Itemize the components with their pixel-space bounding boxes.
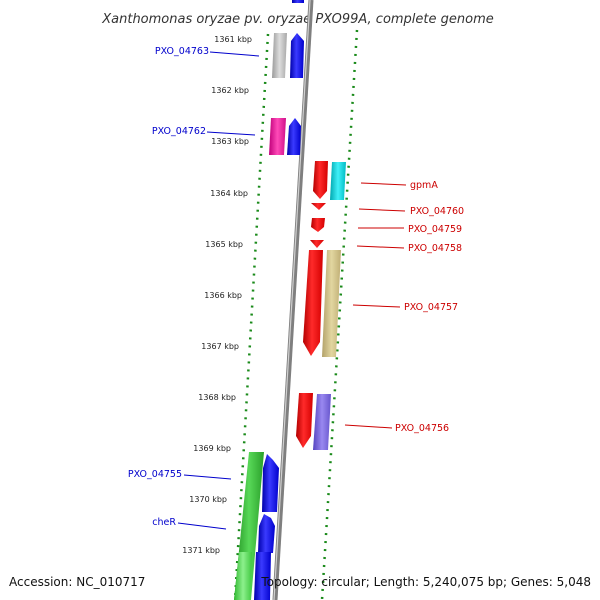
kbp-tick: 1361 kbp (214, 35, 252, 44)
leader-line (352, 304, 401, 308)
label-PXO_04755[interactable]: PXO_04755 (128, 469, 182, 480)
label-gpmA[interactable]: gpmA (410, 180, 438, 191)
kbp-tick: 1370 kbp (189, 495, 227, 504)
leader-line (344, 424, 393, 429)
label-PXO_04763[interactable]: PXO_04763 (155, 46, 209, 57)
label-PXO_04759[interactable]: PXO_04759 (408, 224, 462, 235)
label-PXO_04757[interactable]: PXO_04757 (404, 302, 458, 313)
gene-blue-top (292, 0, 304, 3)
gene-red-04758 (310, 240, 324, 248)
gene-magenta (269, 118, 286, 155)
label-PXO_04758[interactable]: PXO_04758 (408, 243, 462, 254)
kbp-tick: 1366 kbp (204, 291, 242, 300)
leader-line (358, 208, 406, 212)
kbp-tick: 1362 kbp (211, 86, 249, 95)
kbp-tick: 1368 kbp (198, 393, 236, 402)
kbp-tick: 1363 kbp (211, 137, 249, 146)
left-labels: PXO_04763 PXO_04762 PXO_04755 cheR (128, 46, 260, 530)
gene-red-04759 (311, 218, 325, 232)
gene-gray (272, 33, 287, 78)
gene-cyan (330, 162, 346, 200)
label-PXO_04762[interactable]: PXO_04762 (152, 126, 206, 137)
gene-purple (313, 394, 331, 450)
label-cheR[interactable]: cheR (152, 517, 176, 528)
kbp-tick: 1365 kbp (205, 240, 243, 249)
leader-line (206, 131, 256, 136)
leader-line (360, 182, 407, 186)
genome-summary-text: Topology: circular; Length: 5,240,075 bp… (260, 575, 591, 589)
right-labels: gpmA PXO_04760 PXO_04759 PXO_04758 PXO_0… (344, 180, 464, 434)
label-PXO_04760[interactable]: PXO_04760 (410, 206, 464, 217)
kbp-ticks: 1361 kbp 1362 kbp 1363 kbp 1364 kbp 1365… (182, 35, 252, 555)
gene-blue-04762 (287, 118, 301, 155)
genome-backbone (272, 0, 314, 600)
left-ruler (233, 33, 270, 600)
leader-line (177, 522, 227, 530)
gene-red-04756 (296, 393, 313, 448)
leader-line (356, 245, 405, 249)
gene-red-04760 (311, 203, 326, 210)
accession-text: Accession: NC_010717 (9, 575, 145, 589)
gene-lime (234, 552, 252, 600)
kbp-tick: 1369 kbp (193, 444, 231, 453)
gene-red-gpmA (313, 161, 328, 199)
genome-title: Xanthomonas oryzae pv. oryzae PXO99A, co… (101, 12, 494, 27)
leader-line (183, 474, 232, 480)
kbp-tick: 1364 kbp (210, 189, 248, 198)
label-PXO_04756[interactable]: PXO_04756 (395, 423, 449, 434)
kbp-tick: 1367 kbp (201, 342, 239, 351)
gene-khaki (322, 250, 341, 357)
kbp-tick: 1371 kbp (182, 546, 220, 555)
gene-blue-04763 (290, 33, 304, 78)
leader-line (209, 51, 260, 57)
gene-blue-cheR (258, 514, 275, 553)
gene-blue-bottom (254, 552, 271, 600)
gene-red-04757 (303, 250, 323, 356)
gene-blue-04755 (262, 454, 279, 512)
